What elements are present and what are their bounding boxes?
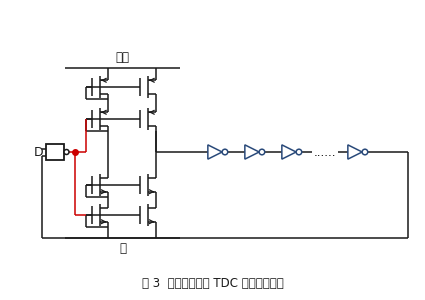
Text: ......: ......: [314, 146, 336, 158]
Text: 地: 地: [119, 242, 126, 255]
Bar: [46, 144, 64, 160]
Circle shape: [64, 149, 69, 154]
Text: D: D: [34, 146, 44, 158]
Circle shape: [259, 149, 265, 155]
Text: 图 3  含有电流镜的 TDC 振荡环原理图: 图 3 含有电流镜的 TDC 振荡环原理图: [142, 277, 284, 290]
Circle shape: [296, 149, 302, 155]
Circle shape: [222, 149, 228, 155]
Circle shape: [362, 149, 368, 155]
Text: 电源: 电源: [116, 51, 130, 64]
